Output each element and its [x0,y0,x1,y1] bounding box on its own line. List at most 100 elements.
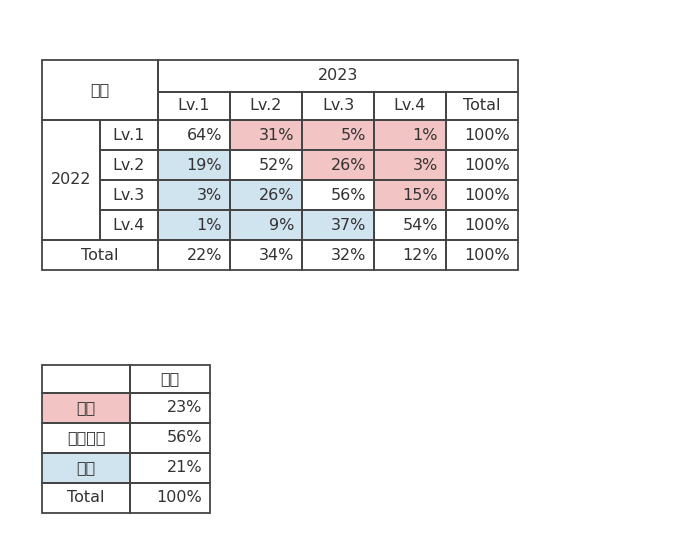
Text: 31%: 31% [259,128,294,142]
Bar [100,210,158,240]
Text: 100%: 100% [464,157,510,172]
Text: 56%: 56% [330,188,366,203]
Text: Lv.2: Lv.2 [113,157,145,172]
Bar [42,393,130,423]
Bar [158,180,230,210]
Text: Lv.4: Lv.4 [394,98,426,114]
Bar [446,240,518,270]
Bar [374,180,446,210]
Bar [374,150,446,180]
Text: 割合: 割合 [160,371,180,386]
Bar [374,92,446,120]
Bar [302,150,374,180]
Text: Lv.3: Lv.3 [322,98,354,114]
Text: Total: Total [463,98,501,114]
Bar [42,120,100,240]
Text: 100%: 100% [464,188,510,203]
Bar [302,240,374,270]
Text: 56%: 56% [166,431,202,445]
Text: 26%: 26% [259,188,294,203]
Bar [374,150,446,180]
Text: 37%: 37% [330,217,366,232]
Bar [130,365,210,393]
Bar [230,180,302,210]
Text: 9%: 9% [268,217,294,232]
Text: 3%: 3% [197,188,222,203]
Text: 64%: 64% [187,128,222,142]
Bar [230,240,302,270]
Bar [158,180,230,210]
Text: 21%: 21% [166,460,202,475]
Text: 5%: 5% [340,128,366,142]
Bar [302,120,374,150]
Text: 52%: 52% [259,157,294,172]
Text: Lv.3: Lv.3 [113,188,145,203]
Text: 3%: 3% [413,157,438,172]
Bar [42,240,158,270]
Bar [374,120,446,150]
Bar [158,150,230,180]
Bar [158,60,518,92]
Bar [230,120,302,150]
Text: 19%: 19% [187,157,222,172]
Bar [100,120,158,150]
Text: 100%: 100% [156,491,202,506]
Bar [302,120,374,150]
Bar [42,423,130,453]
Bar [158,92,230,120]
Bar [302,210,374,240]
Bar [100,150,158,180]
Bar [42,483,130,513]
Bar [100,180,158,210]
Text: 26%: 26% [330,157,366,172]
Text: Lv.1: Lv.1 [113,128,145,142]
Text: 12%: 12% [402,247,438,263]
Bar [374,120,446,150]
Text: Lv.1: Lv.1 [178,98,210,114]
Text: 変化なし: 変化なし [67,431,106,445]
Text: 悪化: 悪化 [76,401,95,416]
Text: 34%: 34% [259,247,294,263]
Bar [446,180,518,210]
Text: Total: Total [67,491,105,506]
Bar [130,393,210,423]
Bar [158,240,230,270]
Text: Lv.4: Lv.4 [113,217,145,232]
Text: 100%: 100% [464,217,510,232]
Text: 54%: 54% [402,217,438,232]
Bar [42,365,130,393]
Text: 1%: 1% [197,217,222,232]
Text: Lv.2: Lv.2 [250,98,282,114]
Bar [230,92,302,120]
Bar [130,483,210,513]
Text: 1%: 1% [413,128,438,142]
Bar [374,240,446,270]
Bar [230,180,302,210]
Text: 100%: 100% [464,128,510,142]
Bar [230,210,302,240]
Text: 15%: 15% [402,188,438,203]
Bar [158,120,230,150]
Bar [446,210,518,240]
Bar [230,120,302,150]
Text: 22%: 22% [187,247,222,263]
Bar [42,453,130,483]
Bar [158,210,230,240]
Text: 23%: 23% [167,401,202,416]
Bar [374,180,446,210]
Text: 100%: 100% [464,247,510,263]
Bar [42,453,130,483]
Bar [230,150,302,180]
Text: 2022: 2022 [51,172,91,188]
Bar [130,453,210,483]
Text: 改善: 改善 [76,460,95,475]
Text: 割合: 割合 [91,82,110,98]
Bar [302,210,374,240]
Bar [446,92,518,120]
Text: 2023: 2023 [318,68,358,83]
Bar [302,92,374,120]
Bar [42,393,130,423]
Bar [42,60,158,120]
Bar [446,120,518,150]
Bar [230,210,302,240]
